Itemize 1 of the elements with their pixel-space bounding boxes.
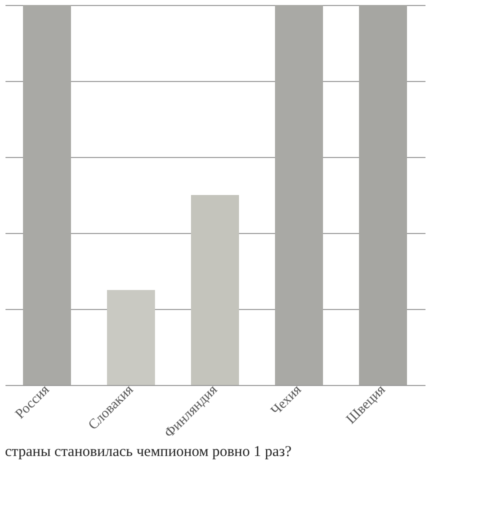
text: страны становилась чемпионом ровно 1 раз? bbox=[5, 444, 292, 460]
